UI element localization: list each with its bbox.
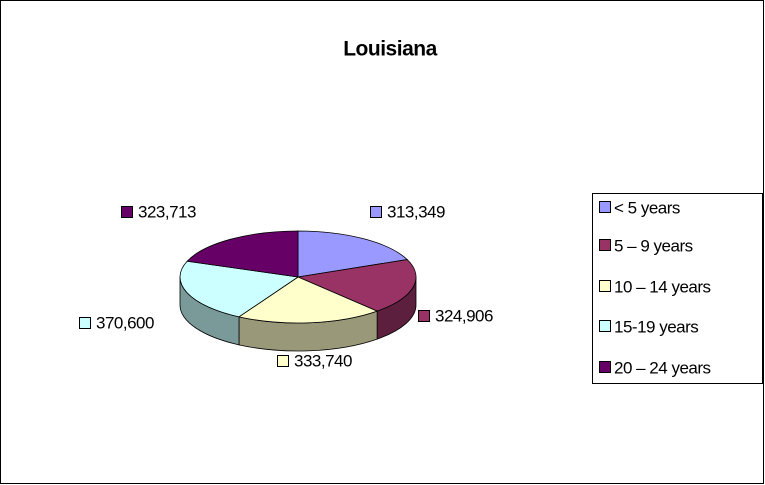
pie-slice (186, 230, 299, 278)
legend-key (599, 320, 611, 332)
data-label: 313,349 (387, 202, 445, 221)
data-label: 333,740 (294, 351, 352, 370)
legend-label: < 5 years (614, 198, 680, 217)
data-label: 370,600 (96, 313, 154, 332)
data-label-key (277, 355, 289, 367)
data-label-key (370, 206, 382, 218)
legend-key (599, 239, 611, 251)
data-label-key (418, 310, 430, 322)
legend-label: 20 – 24 years (614, 358, 711, 377)
data-label-key (79, 317, 91, 329)
chart-title: Louisiana (343, 38, 437, 61)
pie-slice (297, 230, 409, 278)
legend-box (592, 193, 763, 384)
pie-slice (296, 259, 417, 312)
legend-label: 5 – 9 years (614, 236, 693, 255)
data-label: 323,713 (138, 202, 196, 221)
legend-key (599, 280, 611, 292)
legend-key (599, 201, 611, 213)
legend-key (599, 361, 611, 373)
data-label: 324,906 (435, 306, 493, 325)
pie-slice (179, 260, 300, 318)
pie-slice (238, 276, 379, 324)
data-label-key (121, 206, 133, 218)
legend-label: 10 – 14 years (614, 277, 711, 296)
legend-label: 15-19 years (614, 317, 698, 336)
